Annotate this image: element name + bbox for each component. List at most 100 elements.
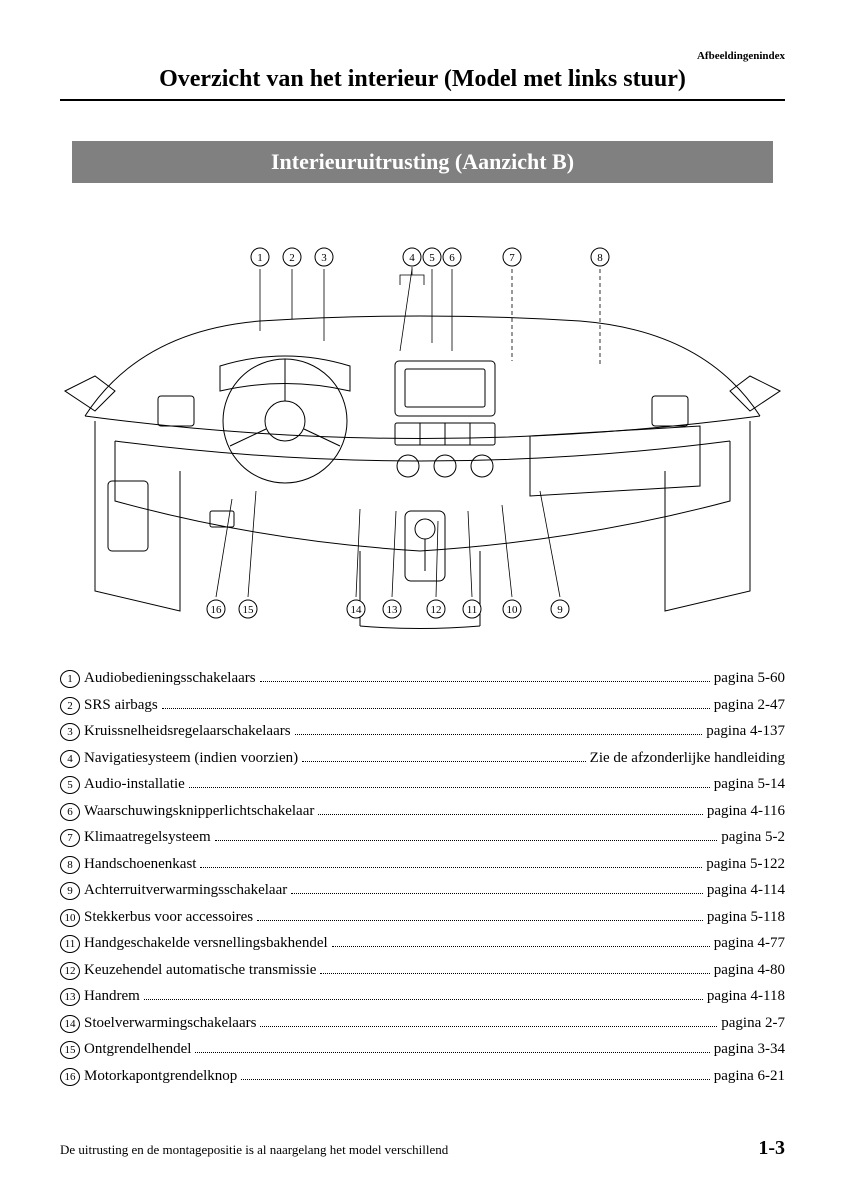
index-row: 15 Ontgrendelhendel pagina 3-34 — [60, 1037, 785, 1063]
index-page-ref: pagina 5-60 — [714, 666, 785, 692]
svg-text:16: 16 — [211, 604, 223, 616]
interior-diagram: 12345678161514131211109 — [60, 211, 785, 631]
svg-text:2: 2 — [289, 252, 295, 264]
index-page-ref: pagina 2-7 — [721, 1011, 785, 1037]
index-label: Audio-installatie — [84, 772, 185, 798]
index-row: 3 Kruissnelheidsregelaarschakelaars pagi… — [60, 719, 785, 745]
index-label: Audiobedieningsschakelaars — [84, 666, 256, 692]
index-page-ref: pagina 2-47 — [714, 693, 785, 719]
header-section-label: Afbeeldingenindex — [60, 50, 785, 62]
index-label: Achterruitverwarmingsschakelaar — [84, 878, 287, 904]
index-leader-dots — [320, 973, 709, 974]
index-number: 16 — [60, 1068, 80, 1086]
index-page-ref: pagina 4-80 — [714, 958, 785, 984]
index-row: 12 Keuzehendel automatische transmissie … — [60, 958, 785, 984]
index-page-ref: pagina 6-21 — [714, 1064, 785, 1090]
index-row: 2 SRS airbags pagina 2-47 — [60, 693, 785, 719]
index-leader-dots — [215, 840, 718, 841]
index-leader-dots — [295, 734, 703, 735]
index-row: 10 Stekkerbus voor accessoires pagina 5-… — [60, 905, 785, 931]
index-leader-dots — [302, 761, 586, 762]
svg-text:4: 4 — [409, 252, 415, 264]
index-row: 13 Handrem pagina 4-118 — [60, 984, 785, 1010]
page-title: Overzicht van het interieur (Model met l… — [60, 66, 785, 93]
index-leader-dots — [257, 920, 703, 921]
index-label: Keuzehendel automatische transmissie — [84, 958, 316, 984]
index-label: Handgeschakelde versnellingsbakhendel — [84, 931, 328, 957]
svg-text:3: 3 — [321, 252, 327, 264]
index-label: Stoelverwarmingschakelaars — [84, 1011, 256, 1037]
index-number: 1 — [60, 670, 80, 688]
index-row: 11 Handgeschakelde versnellingsbakhendel… — [60, 931, 785, 957]
index-row: 6 Waarschuwingsknipperlichtschakelaar pa… — [60, 799, 785, 825]
index-leader-dots — [200, 867, 702, 868]
svg-text:13: 13 — [387, 604, 399, 616]
index-number: 15 — [60, 1041, 80, 1059]
index-label: Klimaatregelsysteem — [84, 825, 211, 851]
index-leader-dots — [260, 1026, 717, 1027]
svg-text:1: 1 — [257, 252, 263, 264]
index-row: 9 Achterruitverwarmingsschakelaar pagina… — [60, 878, 785, 904]
index-number: 12 — [60, 962, 80, 980]
index-row: 1 Audiobedieningsschakelaars pagina 5-60 — [60, 666, 785, 692]
svg-text:10: 10 — [507, 604, 519, 616]
index-number: 4 — [60, 750, 80, 768]
index-label: Stekkerbus voor accessoires — [84, 905, 253, 931]
index-number: 9 — [60, 882, 80, 900]
index-number: 10 — [60, 909, 80, 927]
index-page-ref: pagina 5-2 — [721, 825, 785, 851]
index-leader-dots — [260, 681, 710, 682]
index-row: 7 Klimaatregelsysteem pagina 5-2 — [60, 825, 785, 851]
index-number: 14 — [60, 1015, 80, 1033]
svg-text:6: 6 — [449, 252, 455, 264]
index-leader-dots — [195, 1052, 709, 1053]
index-leader-dots — [162, 708, 710, 709]
index-leader-dots — [291, 893, 703, 894]
svg-text:5: 5 — [429, 252, 435, 264]
svg-text:12: 12 — [431, 604, 442, 616]
index-leader-dots — [332, 946, 710, 947]
index-number: 7 — [60, 829, 80, 847]
section-banner: Interieuruitrusting (Aanzicht B) — [72, 141, 773, 183]
index-number: 2 — [60, 697, 80, 715]
index-row: 8 Handschoenenkast pagina 5-122 — [60, 852, 785, 878]
index-label: SRS airbags — [84, 693, 158, 719]
svg-text:14: 14 — [351, 604, 363, 616]
index-page-ref: pagina 5-118 — [707, 905, 785, 931]
index-row: 14 Stoelverwarmingschakelaars pagina 2-7 — [60, 1011, 785, 1037]
svg-text:11: 11 — [467, 604, 478, 616]
index-number: 3 — [60, 723, 80, 741]
svg-text:8: 8 — [597, 252, 603, 264]
index-list: 1 Audiobedieningsschakelaars pagina 5-60… — [60, 666, 785, 1089]
index-page-ref: Zie de afzonderlijke handleiding — [590, 746, 785, 772]
index-row: 4 Navigatiesysteem (indien voorzien) Zie… — [60, 746, 785, 772]
index-page-ref: pagina 4-137 — [706, 719, 785, 745]
index-label: Motorkapontgrendelknop — [84, 1064, 237, 1090]
index-leader-dots — [144, 999, 703, 1000]
index-number: 5 — [60, 776, 80, 794]
index-page-ref: pagina 4-77 — [714, 931, 785, 957]
index-row: 5 Audio-installatie pagina 5-14 — [60, 772, 785, 798]
index-page-ref: pagina 4-114 — [707, 878, 785, 904]
index-label: Handrem — [84, 984, 140, 1010]
svg-text:9: 9 — [557, 604, 563, 616]
index-page-ref: pagina 5-122 — [706, 852, 785, 878]
index-page-ref: pagina 4-116 — [707, 799, 785, 825]
index-page-ref: pagina 4-118 — [707, 984, 785, 1010]
index-leader-dots — [189, 787, 710, 788]
index-page-ref: pagina 5-14 — [714, 772, 785, 798]
svg-text:7: 7 — [509, 252, 515, 264]
footer-note: De uitrusting en de montagepositie is al… — [60, 1142, 448, 1158]
index-number: 6 — [60, 803, 80, 821]
index-label: Handschoenenkast — [84, 852, 196, 878]
header-rule — [60, 99, 785, 101]
index-label: Waarschuwingsknipperlichtschakelaar — [84, 799, 314, 825]
svg-text:15: 15 — [243, 604, 255, 616]
index-label: Kruissnelheidsregelaarschakelaars — [84, 719, 291, 745]
index-label: Navigatiesysteem (indien voorzien) — [84, 746, 298, 772]
index-number: 8 — [60, 856, 80, 874]
footer-page-number: 1-3 — [758, 1137, 785, 1160]
index-leader-dots — [241, 1079, 709, 1080]
index-label: Ontgrendelhendel — [84, 1037, 191, 1063]
index-number: 11 — [60, 935, 80, 953]
